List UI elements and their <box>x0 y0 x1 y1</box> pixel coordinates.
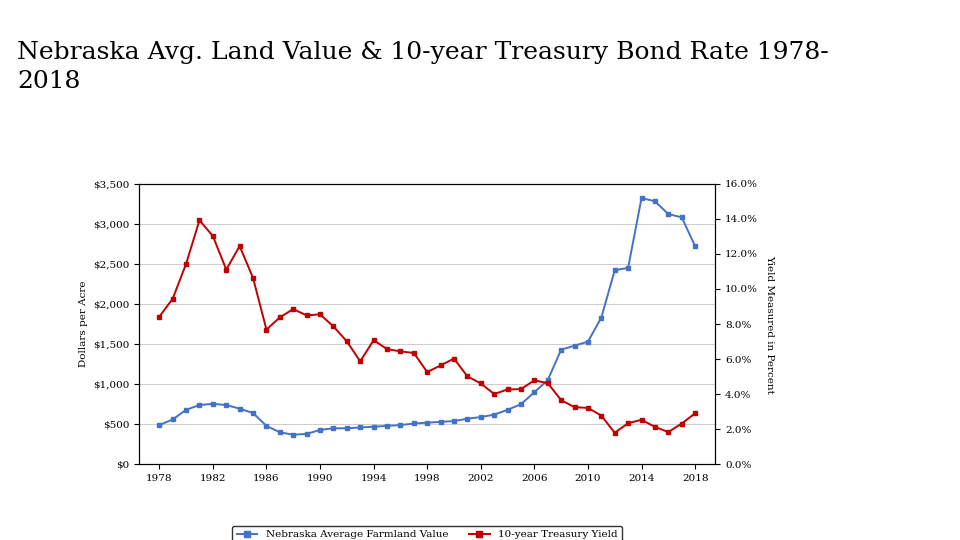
Y-axis label: Dollars per Acre: Dollars per Acre <box>79 281 87 367</box>
Y-axis label: Yield Measured in Percent: Yield Measured in Percent <box>765 254 775 394</box>
Legend: Nebraska Average Farmland Value, 10-year Treasury Yield: Nebraska Average Farmland Value, 10-year… <box>232 526 622 540</box>
Text: Nebraska Avg. Land Value & 10-year Treasury Bond Rate 1978-: Nebraska Avg. Land Value & 10-year Treas… <box>17 40 829 64</box>
Text: N: N <box>869 487 902 521</box>
Text: 2018: 2018 <box>17 70 81 93</box>
